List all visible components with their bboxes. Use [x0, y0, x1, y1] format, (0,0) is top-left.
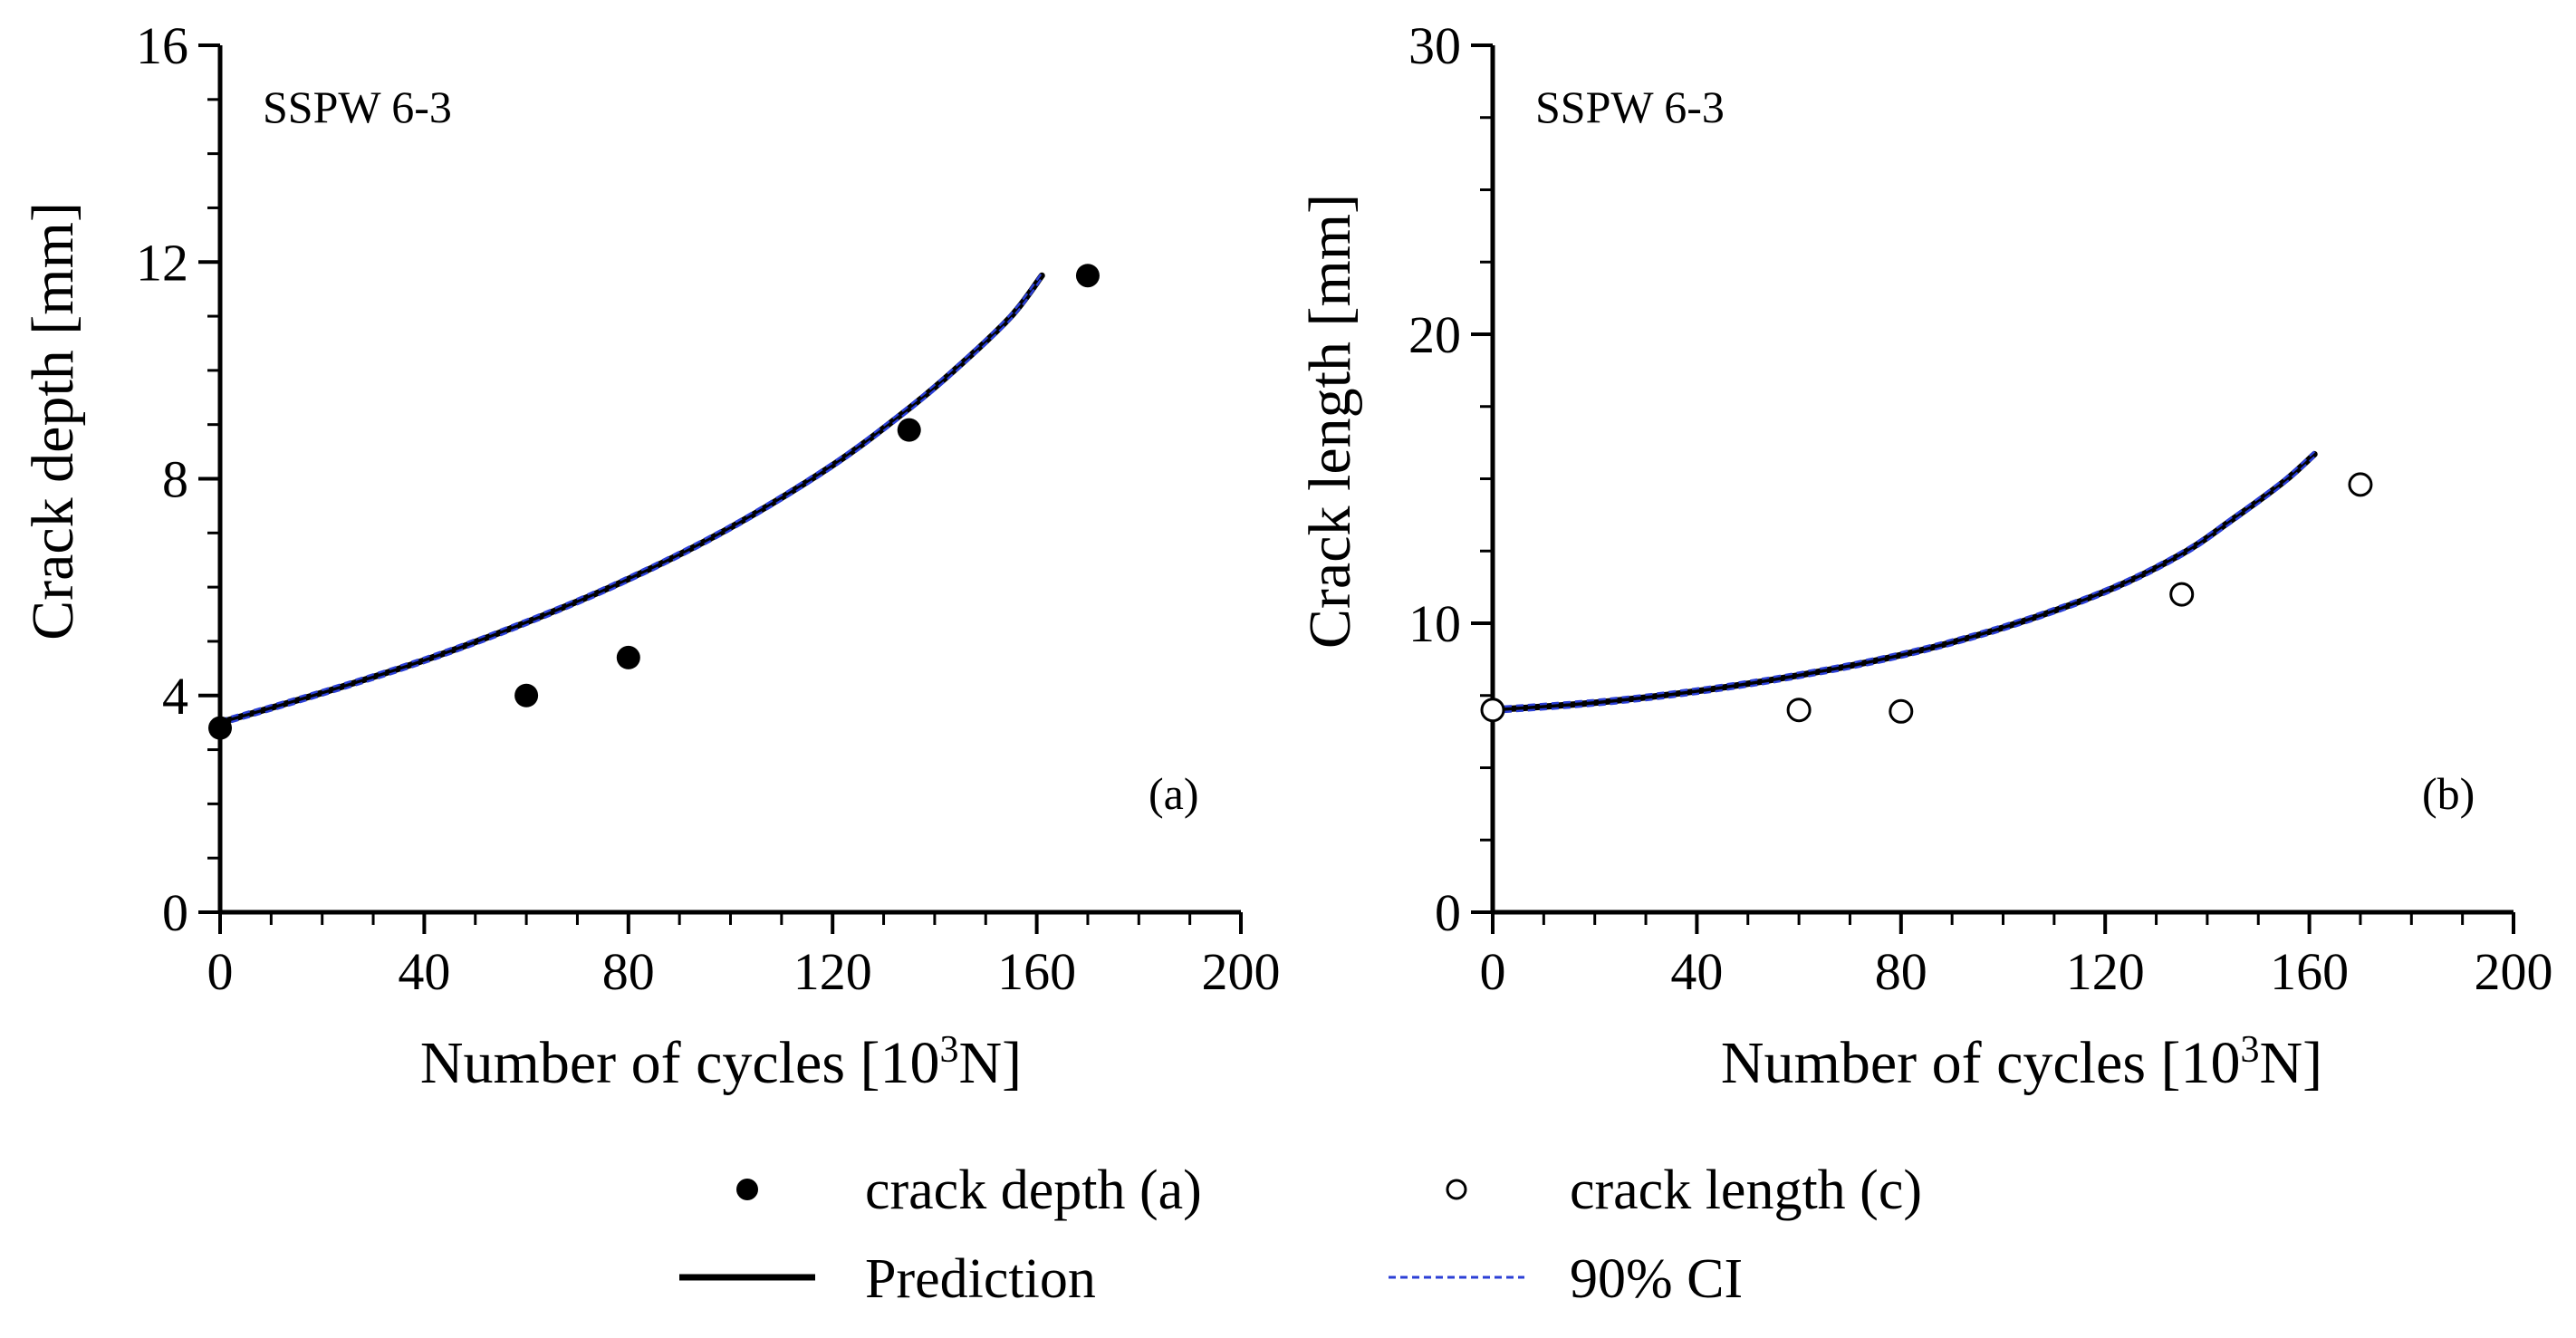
panel-a-xlabel-sup: 3 [939, 1029, 958, 1071]
panel-b-x-tick-label: 160 [2270, 942, 2349, 1001]
panel-a-y-tick-label: 0 [162, 883, 188, 942]
panel-b-label: (b) [2422, 768, 2475, 819]
panel-b-xlabel-end: N] [2259, 1030, 2322, 1096]
panel-b-specimen: SSPW 6-3 [1535, 82, 1725, 132]
panel-a-y-tick-label: 12 [136, 233, 188, 292]
panel-a-data-point [897, 418, 921, 442]
panel-b-ticks: 0 40 80 120 160 200 0 10 20 30 [1408, 16, 2553, 1001]
panel-b-xlabel-main: Number of cycles [10 [1721, 1030, 2241, 1096]
legend: crack depth (a) crack length (c) Predict… [679, 1160, 1922, 1310]
panel-a-x-tick-label: 80 [602, 942, 655, 1001]
panel-a-ticks: 0 40 80 120 160 200 0 4 8 12 16 [136, 16, 1281, 1001]
legend-label-crack-length: crack length (c) [1570, 1160, 1922, 1221]
panel-b-points [1480, 472, 2373, 724]
panel-a-points [208, 264, 1100, 740]
legend-label-prediction: Prediction [865, 1248, 1096, 1310]
panel-a-xlabel-end: N] [958, 1030, 1022, 1096]
panel-a-x-tick-label: 160 [997, 942, 1076, 1001]
panel-b-data-point [1786, 698, 1812, 723]
panel-b-curves [1489, 450, 2318, 714]
panel-a-y-tick-label: 4 [162, 667, 188, 726]
panel-b-ci-upper-line [1492, 450, 2316, 708]
panel-b-data-point [1480, 698, 1505, 723]
panel-b-x-tick-label: 40 [1670, 942, 1723, 1001]
panel-a-axes [217, 45, 1241, 915]
panel-b: 0 40 80 120 160 200 0 10 20 30 SSPW 6-3 (b) Crack… [1297, 16, 2553, 1096]
legend-label-crack-depth: crack depth (a) [865, 1160, 1202, 1221]
panel-a-data-point [616, 645, 640, 669]
panel-a: 0 40 80 120 160 200 0 4 8 12 16 SSPW 6-3 (a) Crack… [20, 16, 1281, 1096]
panel-b-x-tick-label: 0 [1480, 942, 1506, 1001]
panel-a-label: (a) [1149, 768, 1199, 819]
panel-b-data-point [1889, 698, 1914, 724]
panel-b-y-tick-label: 30 [1408, 16, 1461, 75]
panel-a-prediction-line [216, 272, 1045, 727]
panel-a-x-tick-label: 200 [1202, 942, 1281, 1001]
panel-b-y-tick-label: 0 [1435, 883, 1461, 942]
panel-a-curves [216, 272, 1045, 727]
panel-b-x-tick-label: 80 [1875, 942, 1927, 1001]
legend-label-ci: 90% CI [1570, 1248, 1743, 1310]
panel-a-y-tick-label: 16 [136, 16, 188, 75]
panel-a-x-tick-label: 120 [793, 942, 872, 1001]
panel-a-data-point [1075, 264, 1100, 288]
panel-a-ylabel: Crack depth [mm] [20, 202, 86, 640]
panel-b-y-tick-label: 10 [1408, 594, 1461, 653]
panel-b-prediction-line [1489, 450, 2318, 714]
panel-b-ylabel: Crack length [mm] [1297, 194, 1363, 649]
panel-a-x-tick-label: 0 [207, 942, 234, 1001]
panel-b-xlabel-sup: 3 [2240, 1029, 2259, 1071]
panel-b-x-tick-label: 120 [2066, 942, 2145, 1001]
panel-b-ci-lower-line [1492, 456, 2316, 714]
panel-a-xlabel-main: Number of cycles [10 [420, 1030, 940, 1096]
panel-a-data-point [514, 683, 539, 708]
panel-b-y-tick-label: 20 [1408, 305, 1461, 364]
panel-a-ci-lower-line [219, 277, 1043, 727]
panel-b-xlabel: Number of cycles [103N] [1721, 1029, 2322, 1096]
legend-filled-circle-marker [736, 1179, 758, 1200]
panel-a-x-tick-label: 40 [398, 942, 450, 1001]
panel-a-data-point [208, 716, 232, 740]
panel-a-ci-upper-line [219, 272, 1043, 721]
panel-b-data-point [2348, 472, 2373, 497]
panel-b-data-point [2169, 582, 2195, 607]
panel-a-specimen: SSPW 6-3 [263, 82, 452, 132]
panel-a-y-tick-label: 8 [162, 450, 188, 509]
panel-a-xlabel: Number of cycles [103N] [420, 1029, 1022, 1096]
panel-b-x-tick-label: 200 [2475, 942, 2553, 1001]
legend-open-circle-marker [1446, 1179, 1467, 1200]
